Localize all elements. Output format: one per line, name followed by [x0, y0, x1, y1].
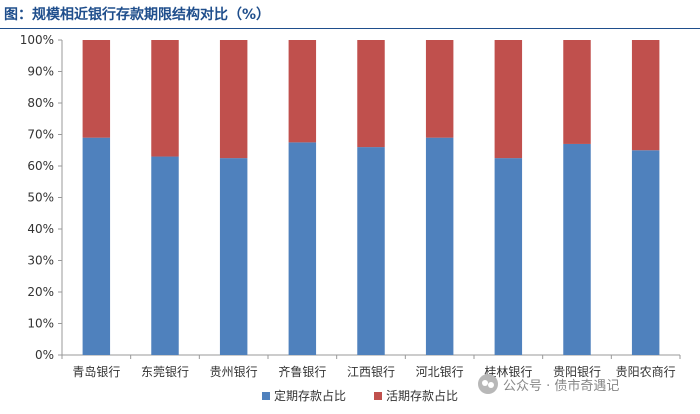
bar-segment-fixed	[151, 156, 179, 355]
legend-label: 活期存款占比	[386, 388, 458, 403]
legend-swatch	[374, 392, 382, 400]
watermark-text: 公众号 · 债市奇遇记	[503, 378, 620, 394]
bar-segment-fixed	[288, 142, 317, 355]
bar-segment-demand	[494, 40, 523, 159]
wechat-logo-icon	[478, 374, 498, 394]
legend-swatch	[262, 392, 270, 400]
category-label: 桂林银行	[484, 364, 532, 379]
chart-legend: 定期存款占比 活期存款占比	[262, 388, 458, 403]
legend-label: 定期存款占比	[274, 388, 346, 403]
bar-segment-fixed	[82, 137, 111, 355]
bar-segment-demand	[219, 40, 248, 159]
y-tick-label: 100%	[20, 33, 54, 47]
bar-segment-fixed	[425, 137, 454, 355]
category-label: 江西银行	[347, 365, 395, 379]
bar-segment-demand	[563, 40, 591, 144]
bar-segment-demand	[151, 40, 179, 157]
y-tick-label: 0%	[35, 348, 54, 362]
category-labels: 青岛银行 东莞银行 贵州银行 齐鲁银行 江西银行 河北银行 桂林银行 贵阳银行 贵阳农商行	[72, 364, 675, 379]
bar-segment-fixed	[219, 158, 248, 355]
bar-segment-fixed	[357, 147, 385, 355]
bar-segment-fixed	[494, 158, 523, 355]
y-tick-label: 20%	[27, 285, 54, 299]
watermark: 公众号 · 债市奇遇记	[478, 374, 619, 394]
y-tick-label: 50%	[27, 191, 54, 205]
y-tick-label: 80%	[27, 96, 54, 110]
y-tick-label: 70%	[27, 128, 54, 142]
category-label: 贵阳银行	[553, 365, 601, 379]
category-label: 河北银行	[416, 365, 464, 379]
category-label: 贵阳农商行	[616, 364, 676, 379]
bar-segment-demand	[82, 40, 111, 138]
chart-title: 图：规模相近银行存款期限结构对比（%）	[4, 7, 271, 23]
category-label: 青岛银行	[72, 364, 120, 379]
y-tick-label: 30%	[27, 254, 54, 268]
bar-segment-demand	[425, 40, 454, 138]
y-tick-label: 60%	[27, 159, 54, 173]
bar-segment-demand	[357, 40, 385, 148]
title-divider	[0, 28, 700, 29]
chart-bars	[82, 40, 660, 355]
category-label: 贵州银行	[210, 365, 258, 379]
category-label: 东莞银行	[141, 365, 189, 379]
chart-axes: 0% 10% 20% 30% 40% 50% 60% 70% 80% 90% 100%	[20, 33, 681, 362]
y-tick-label: 90%	[27, 65, 54, 79]
bar-segment-demand	[288, 40, 317, 143]
y-tick-label: 40%	[27, 222, 54, 236]
bar-segment-fixed	[631, 150, 660, 355]
category-label: 齐鲁银行	[278, 364, 326, 379]
bar-segment-fixed	[563, 143, 591, 355]
bar-segment-demand	[631, 40, 660, 151]
y-tick-label: 10%	[27, 317, 54, 331]
